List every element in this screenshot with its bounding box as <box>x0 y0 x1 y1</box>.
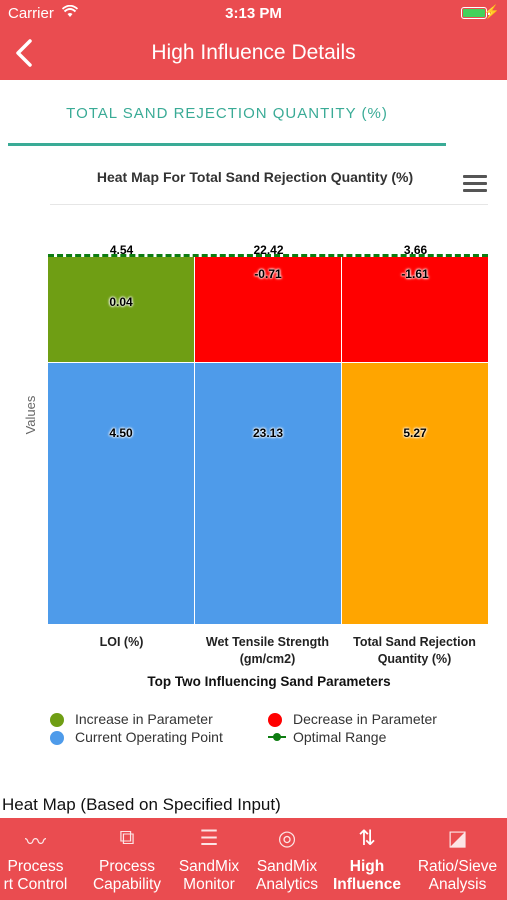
tab-sandmix-analytics[interactable]: ◎ SandMix Analytics <box>248 818 326 900</box>
optimal-value-label: 22.42 <box>253 243 284 257</box>
battery-icon <box>461 7 490 19</box>
chart-title: Heat Map For Total Sand Rejection Quanti… <box>96 169 414 185</box>
legend-line-icon <box>268 733 286 741</box>
legend-dot-icon <box>50 713 64 727</box>
optimal-value-label: 3.66 <box>403 243 428 257</box>
capability-icon: ⧉ <box>119 826 135 849</box>
legend-dot-icon <box>268 713 282 727</box>
gauge-icon: ◪ <box>447 827 468 850</box>
data-label: 23.13 <box>252 426 284 440</box>
heatmap-cell-change[interactable]: -1.61 <box>342 257 488 362</box>
hamburger-menu-icon[interactable] <box>463 175 487 195</box>
heatmap-cell-current[interactable]: 4.50 <box>48 363 194 624</box>
heatmap-cell-current[interactable]: 5.27 <box>342 363 488 624</box>
charging-bolt-icon: ⚡ <box>483 4 500 19</box>
legend-dot-icon <box>50 731 64 745</box>
tab-indicator <box>8 143 446 146</box>
tab-ratio-sieve-analysis[interactable]: ◪ Ratio/Sieve Analysis <box>408 818 507 900</box>
data-label: -1.61 <box>401 267 429 281</box>
optimal-value-label: 4.54 <box>109 243 134 257</box>
analytics-icon: ◎ <box>277 827 297 850</box>
list-icon: ☰ <box>199 827 219 850</box>
data-label: 4.50 <box>109 426 133 440</box>
optimal-range-line <box>48 254 488 257</box>
tab-sandmix-monitor[interactable]: ☰ SandMix Monitor <box>170 818 248 900</box>
tab-process-control[interactable]: 〰 Process rt Control <box>0 818 83 900</box>
carrier-label: Carrier <box>8 5 54 22</box>
trend-icon: 〰 <box>25 831 46 854</box>
plot-top-border <box>50 204 488 205</box>
x-tick-label: Wet Tensile Strength (gm/cm2) <box>205 635 330 666</box>
navigation-bar: High Influence Details <box>0 28 507 80</box>
x-axis-title: Top Two Influencing Sand Parameters <box>147 674 391 689</box>
tab-high-influence[interactable]: ⇅ High Influence <box>327 818 407 900</box>
y-axis-label: Values <box>23 395 38 435</box>
x-tick-label: LOI (%) <box>99 635 144 649</box>
data-label: 0.04 <box>109 295 133 309</box>
wifi-icon <box>61 4 79 22</box>
clock-label: 3:13 PM <box>225 5 282 22</box>
heatmap-cell-change[interactable]: -0.71 <box>195 257 341 362</box>
x-tick-label: Total Sand Rejection Quantity (%) <box>353 635 476 666</box>
heatmap-cell-change[interactable]: 0.04 <box>48 257 194 362</box>
data-label: -0.71 <box>254 267 282 281</box>
heatmap-cell-current[interactable]: 23.13 <box>195 363 341 624</box>
chevron-left-icon[interactable] <box>8 34 40 72</box>
tab-process-capability[interactable]: ⧉ Process Capability <box>85 818 169 900</box>
tab-total-sand-rejection[interactable]: TOTAL SAND REJECTION QUANTITY (%) <box>66 105 388 122</box>
page-title: High Influence Details <box>151 41 356 64</box>
data-label: 5.27 <box>403 426 427 440</box>
status-bar: Carrier 3:13 PM ⚡ <box>0 0 507 28</box>
bottom-tab-bar: 〰 Process rt Control ⧉ Process Capability … <box>0 818 507 900</box>
section-heading: Heat Map (Based on Specified Input) <box>2 795 281 814</box>
sort-arrows-icon: ⇅ <box>358 827 376 850</box>
